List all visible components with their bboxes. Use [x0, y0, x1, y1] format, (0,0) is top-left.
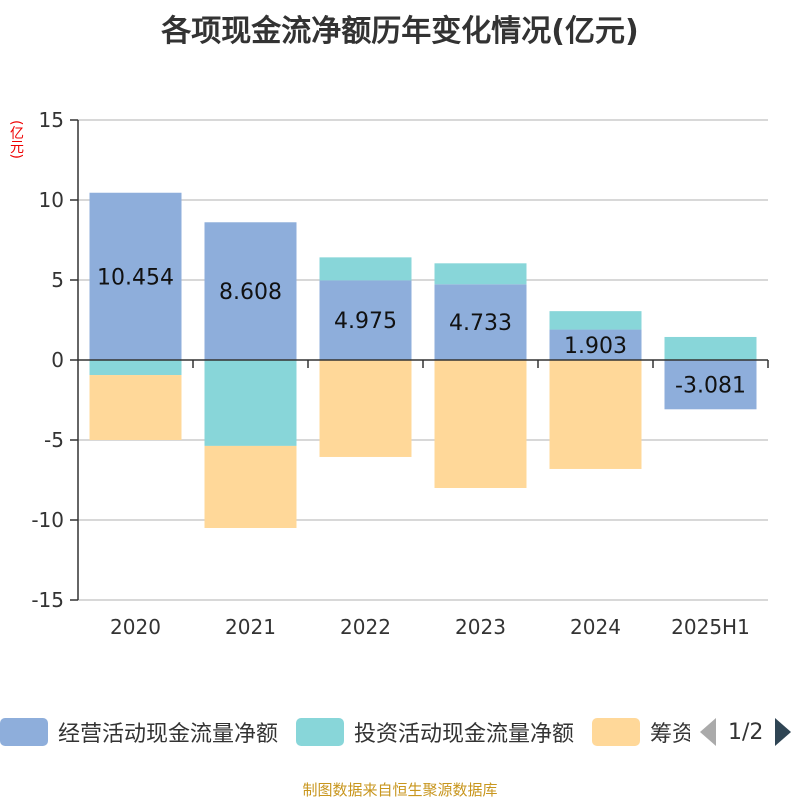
- bar-1: [319, 257, 412, 281]
- bar-1: [549, 311, 642, 330]
- y-axis-unit: (亿元): [8, 120, 24, 159]
- x-tick-label: 2025H1: [671, 615, 750, 639]
- legend-pager: 1/2: [700, 718, 792, 746]
- bar-0: [434, 284, 527, 360]
- legend-label: 筹资活动现金流量净额: [650, 722, 690, 747]
- x-tick-label: 2021: [225, 615, 276, 639]
- next-page-icon[interactable]: [775, 718, 792, 746]
- plot-area: 15 10 5 0 -5 -10 -15 10.454 8.608 4.975 4.733 1.903…: [31, 108, 769, 639]
- legend-item[interactable]: 筹资活动现金流量净额: [592, 716, 690, 748]
- bar-0: [549, 329, 642, 360]
- bar-1: [664, 336, 757, 360]
- bar-0: [204, 222, 297, 360]
- bar-2: [89, 375, 182, 440]
- legend: 经营活动现金流量净额 投资活动现金流量净额 筹资活动现金流量净额: [0, 716, 690, 752]
- x-tick-label: 2024: [570, 615, 621, 639]
- bar-2: [204, 445, 297, 528]
- data-label: 8.608: [219, 280, 282, 305]
- y-tick-label: -15: [31, 588, 64, 612]
- bar-0: [319, 280, 412, 360]
- page-indicator: 1/2: [728, 719, 764, 745]
- bar-0: [664, 360, 757, 410]
- legend-swatch: [296, 718, 345, 746]
- y-tick-label: 15: [39, 108, 64, 132]
- bar-1: [89, 360, 182, 376]
- prev-page-icon[interactable]: [700, 718, 716, 746]
- y-tick-label: -10: [31, 508, 64, 532]
- x-tick-label: 2020: [110, 615, 161, 639]
- y-tick-label: 5: [51, 268, 64, 292]
- legend-swatch: [592, 718, 641, 746]
- legend-item[interactable]: 经营活动现金流量净额: [0, 716, 278, 748]
- legend-swatch: [0, 718, 48, 746]
- data-label: 4.975: [334, 309, 397, 334]
- y-tick-label: 0: [51, 348, 64, 372]
- legend-label: 经营活动现金流量净额: [58, 722, 279, 747]
- y-tick-label: 10: [39, 188, 64, 212]
- bar-0: [89, 192, 182, 360]
- data-label: 4.733: [449, 311, 512, 336]
- legend-item[interactable]: 投资活动现金流量净额: [296, 716, 574, 748]
- data-source: 制图数据来自恒生聚源数据库: [302, 781, 498, 799]
- bar-2: [434, 360, 527, 488]
- data-label: -3.081: [675, 374, 746, 399]
- bar-1: [204, 360, 297, 446]
- legend-label: 投资活动现金流量净额: [354, 722, 575, 747]
- x-tick-label: 2022: [340, 615, 391, 639]
- y-tick-label: -5: [44, 428, 64, 452]
- bar-1: [434, 263, 527, 285]
- chart-title: 各项现金流净额历年变化情况(亿元): [161, 14, 639, 49]
- bar-2: [549, 360, 642, 469]
- x-tick-label: 2023: [455, 615, 506, 639]
- bar-2: [319, 360, 412, 457]
- data-label: 10.454: [97, 265, 174, 290]
- data-label: 1.903: [564, 334, 627, 359]
